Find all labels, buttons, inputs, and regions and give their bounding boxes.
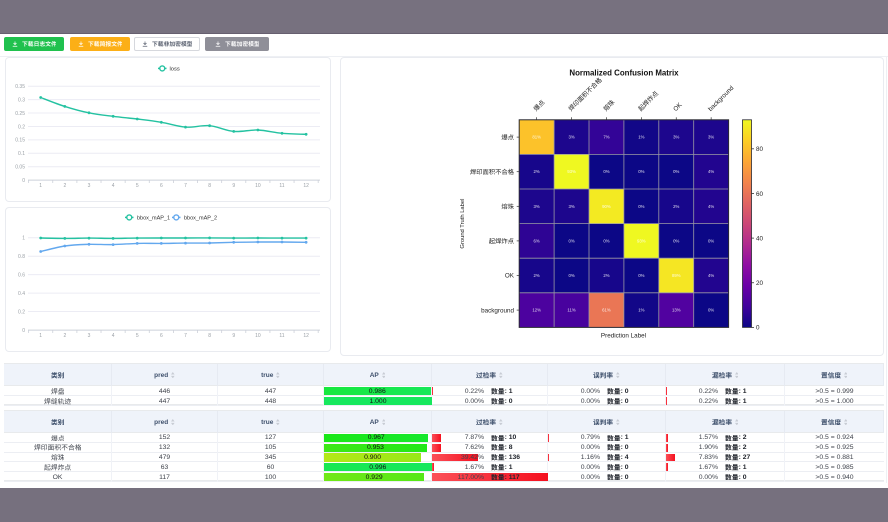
svg-text:background: background xyxy=(707,84,736,113)
svg-text:10: 10 xyxy=(255,333,261,339)
svg-text:40: 40 xyxy=(756,235,764,242)
svg-text:3%: 3% xyxy=(673,135,679,140)
svg-text:background: background xyxy=(481,307,514,314)
svg-text:0%: 0% xyxy=(708,238,714,243)
svg-text:0: 0 xyxy=(22,178,25,184)
svg-text:1%: 1% xyxy=(638,135,644,140)
svg-text:3%: 3% xyxy=(534,204,540,209)
svg-text:93%: 93% xyxy=(567,169,576,174)
svg-text:5: 5 xyxy=(136,183,139,189)
svg-text:Ground Truth Label: Ground Truth Label xyxy=(460,199,466,249)
svg-text:0.8: 0.8 xyxy=(18,254,25,260)
svg-text:8: 8 xyxy=(208,333,211,339)
svg-text:1%: 1% xyxy=(638,308,644,313)
svg-text:2%: 2% xyxy=(673,204,679,209)
svg-text:11: 11 xyxy=(279,183,284,189)
svg-text:2: 2 xyxy=(63,183,66,189)
svg-text:3%: 3% xyxy=(568,204,574,209)
svg-text:3: 3 xyxy=(88,333,91,339)
svg-text:OK: OK xyxy=(505,273,515,280)
svg-text:0%: 0% xyxy=(638,273,644,278)
svg-text:2%: 2% xyxy=(534,273,540,278)
svg-text:11%: 11% xyxy=(567,308,575,313)
svg-text:61%: 61% xyxy=(602,308,611,313)
svg-text:93%: 93% xyxy=(637,238,646,243)
svg-text:9: 9 xyxy=(232,183,235,189)
svg-text:2%: 2% xyxy=(534,169,540,174)
svg-text:5: 5 xyxy=(136,333,139,339)
svg-text:3%: 3% xyxy=(568,135,574,140)
svg-text:0.3: 0.3 xyxy=(18,97,25,103)
svg-text:81%: 81% xyxy=(532,135,541,140)
svg-text:0%: 0% xyxy=(673,169,679,174)
svg-text:9: 9 xyxy=(232,333,235,339)
svg-text:2: 2 xyxy=(63,333,66,339)
svg-text:0%: 0% xyxy=(708,308,714,313)
svg-text:60: 60 xyxy=(756,191,764,198)
svg-text:11: 11 xyxy=(279,333,284,339)
svg-text:4%: 4% xyxy=(708,273,714,278)
svg-text:0%: 0% xyxy=(673,238,679,243)
svg-text:3%: 3% xyxy=(708,135,714,140)
svg-text:80: 80 xyxy=(756,146,764,153)
svg-text:90%: 90% xyxy=(602,204,611,209)
svg-text:0.25: 0.25 xyxy=(15,111,25,117)
svg-text:1: 1 xyxy=(39,183,42,189)
svg-text:0.05: 0.05 xyxy=(15,165,25,171)
svg-text:4%: 4% xyxy=(708,169,714,174)
svg-text:12: 12 xyxy=(303,333,309,339)
svg-text:0%: 0% xyxy=(603,169,609,174)
svg-text:0%: 0% xyxy=(568,273,574,278)
svg-text:20: 20 xyxy=(756,280,764,287)
svg-text:4: 4 xyxy=(112,333,115,339)
svg-text:0.6: 0.6 xyxy=(18,272,25,278)
svg-text:6: 6 xyxy=(160,333,163,339)
svg-text:13%: 13% xyxy=(672,308,681,313)
svg-text:0%: 0% xyxy=(638,204,644,209)
svg-text:7%: 7% xyxy=(603,135,609,140)
svg-text:12%: 12% xyxy=(532,308,541,313)
svg-text:Normalized Confusion Matrix: Normalized Confusion Matrix xyxy=(569,69,679,78)
svg-text:bbox_mAP_1: bbox_mAP_1 xyxy=(137,215,170,221)
svg-text:0%: 0% xyxy=(568,238,574,243)
svg-text:0.2: 0.2 xyxy=(18,309,25,315)
svg-text:6: 6 xyxy=(160,183,163,189)
svg-text:loss: loss xyxy=(170,66,180,72)
svg-text:12: 12 xyxy=(303,183,309,189)
svg-text:89%: 89% xyxy=(672,273,681,278)
svg-text:0%: 0% xyxy=(603,238,609,243)
svg-text:3: 3 xyxy=(88,183,91,189)
svg-text:0.35: 0.35 xyxy=(15,84,25,90)
svg-text:0.4: 0.4 xyxy=(18,291,25,297)
svg-text:0.2: 0.2 xyxy=(18,124,25,130)
svg-text:0.1: 0.1 xyxy=(18,151,25,157)
svg-text:0%: 0% xyxy=(638,169,644,174)
svg-text:0.15: 0.15 xyxy=(15,138,25,144)
svg-text:4: 4 xyxy=(112,183,115,189)
svg-text:1: 1 xyxy=(22,236,25,242)
svg-text:0: 0 xyxy=(756,325,760,332)
svg-text:1: 1 xyxy=(39,333,42,339)
svg-text:7: 7 xyxy=(184,333,187,339)
svg-text:7: 7 xyxy=(184,183,187,189)
svg-text:6%: 6% xyxy=(534,238,540,243)
svg-text:0: 0 xyxy=(22,328,25,334)
svg-text:4%: 4% xyxy=(708,204,714,209)
svg-text:10: 10 xyxy=(255,183,261,189)
svg-text:OK: OK xyxy=(672,101,684,113)
svg-text:2%: 2% xyxy=(603,273,609,278)
svg-text:Prediction Label: Prediction Label xyxy=(601,333,646,340)
svg-text:8: 8 xyxy=(208,183,211,189)
svg-text:bbox_mAP_2: bbox_mAP_2 xyxy=(184,215,217,221)
